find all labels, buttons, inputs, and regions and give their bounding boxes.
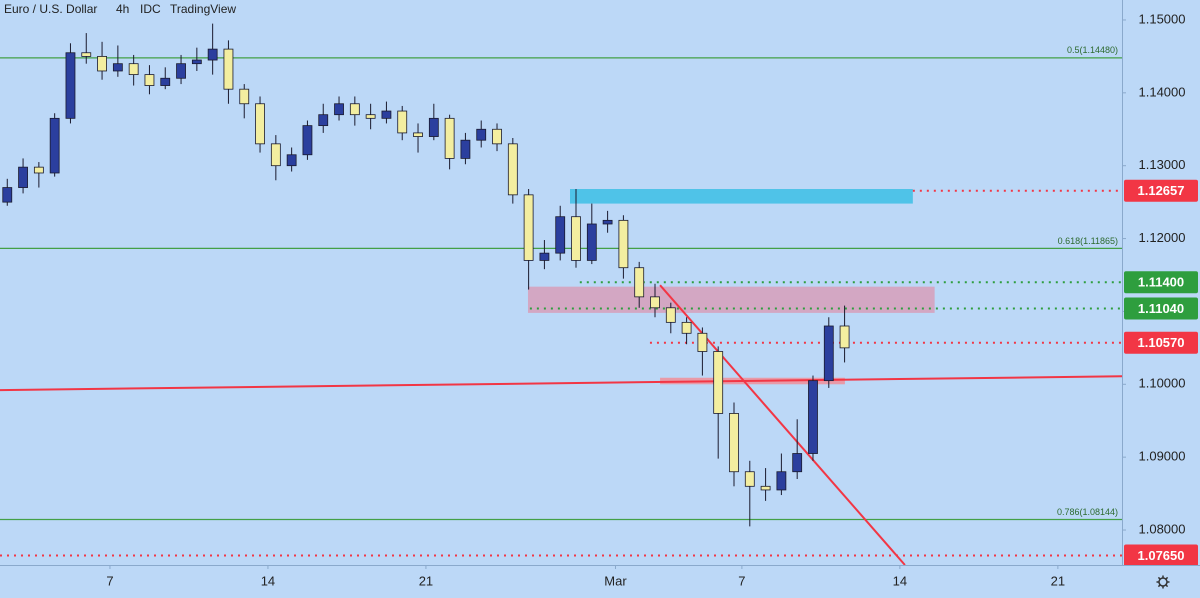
interval: 4h [116, 2, 129, 16]
y-tick-label: 1.09000 [1139, 449, 1186, 464]
y-tick-label: 1.08000 [1139, 521, 1186, 536]
price-tag-label: 1.11400 [1138, 275, 1184, 290]
candle-body [808, 380, 818, 454]
candle-body [618, 219, 629, 269]
gear-ring [1158, 577, 1168, 587]
candle-body [365, 114, 376, 119]
candle-body [681, 321, 692, 334]
candle-body [160, 77, 171, 86]
candle-body [539, 252, 550, 261]
x-tick-label: 21 [1051, 573, 1065, 588]
source: IDC [140, 2, 161, 16]
candle-body [239, 88, 250, 105]
candle-body [176, 63, 186, 79]
time-axis [0, 565, 1200, 598]
price-tag [1124, 179, 1198, 202]
y-tick-label: 1.13000 [1139, 157, 1186, 172]
candle-body [112, 63, 123, 72]
x-tick-label: 7 [738, 573, 745, 588]
candle-body [507, 143, 518, 196]
candle-body [97, 55, 107, 72]
x-tick-label: 14 [893, 573, 907, 588]
plot-area: 0.5(1.14480) 0.618(1.11865) 0.786(1.08144) [0, 23, 1123, 566]
fib-label: 0.618(1.11865) [1058, 236, 1118, 246]
trendline [0, 375, 1123, 392]
candle-body [460, 139, 471, 159]
candle-body [413, 132, 423, 137]
candle-body [634, 267, 645, 298]
price-tag-label: 1.10570 [1138, 335, 1185, 350]
candle-body [823, 325, 834, 382]
candle-body [586, 223, 597, 261]
x-tick-label: 21 [419, 573, 433, 588]
candle-body [207, 48, 218, 61]
y-tick-label: 1.12000 [1139, 230, 1186, 245]
candle-body [729, 413, 739, 473]
candle-body [18, 166, 28, 188]
candle-body [444, 117, 455, 159]
candle-body [776, 471, 787, 491]
candle-body [255, 103, 265, 145]
fib-label: 0.786(1.08144) [1057, 507, 1118, 517]
candle-body [839, 325, 850, 349]
candle-body [492, 128, 502, 145]
price-tag-label: 1.12657 [1138, 183, 1185, 198]
candle-body [571, 216, 581, 261]
candle-body [697, 332, 708, 352]
candle-body [397, 110, 408, 134]
candle-body [744, 471, 755, 487]
x-tick-label: 14 [261, 573, 275, 588]
candle-body [49, 117, 60, 174]
x-tick-label: 7 [106, 573, 113, 588]
candle-body [428, 117, 439, 137]
candle-body [128, 63, 139, 76]
y-tick-label: 1.14000 [1139, 84, 1186, 99]
brand: TradingView [170, 2, 236, 16]
candle-body [713, 351, 724, 414]
y-tick-label: 1.10000 [1139, 376, 1186, 391]
price-tag [1124, 297, 1198, 320]
candle-body [302, 125, 313, 156]
chart-title: Euro / U.S. Dollar [4, 2, 97, 16]
candle-body [665, 307, 676, 323]
x-tick-label: Mar [604, 573, 627, 588]
candle-body [523, 194, 534, 261]
candle-body [760, 485, 771, 491]
candle-body [144, 74, 155, 86]
trendline [659, 284, 906, 566]
candle-body [650, 296, 660, 309]
candle-body [270, 143, 281, 167]
price-tag-label: 1.07650 [1138, 548, 1185, 563]
y-tick-label: 1.15000 [1139, 11, 1186, 26]
candle-body [81, 52, 92, 57]
price-tag [1124, 331, 1198, 354]
price-tag [1124, 544, 1198, 567]
price-tag-label: 1.11040 [1138, 301, 1184, 316]
candle-body [476, 128, 487, 141]
candle-body [286, 154, 297, 167]
candle-body [349, 103, 360, 116]
zone [570, 189, 913, 204]
price-tag [1124, 271, 1198, 294]
candle-body [334, 103, 344, 116]
candle-body [792, 453, 803, 473]
settings-icon[interactable] [1156, 575, 1170, 589]
candle-body [555, 216, 566, 254]
candle-body [2, 187, 13, 203]
candle-body [33, 166, 44, 174]
candle-body [65, 52, 76, 119]
candle-body [381, 110, 392, 119]
candle-body [191, 59, 202, 65]
fib-label: 0.5(1.14480) [1067, 45, 1118, 55]
candle-body [223, 48, 234, 90]
candle-body [318, 114, 329, 127]
candle-body [602, 219, 613, 225]
